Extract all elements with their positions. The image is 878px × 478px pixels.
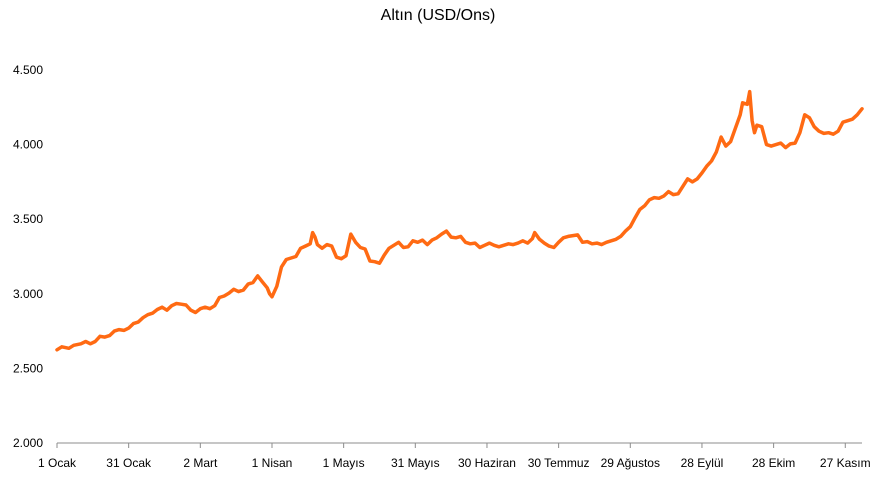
y-axis-labels: 2.000 2.500 3.000 3.500 4.000 4.500 <box>13 63 43 450</box>
x-tick-label: 1 Mayıs <box>323 456 365 470</box>
chart-title: Altın (USD/Ons) <box>381 7 496 24</box>
y-tick-label: 4.500 <box>13 63 43 77</box>
x-tick-label: 28 Eylül <box>681 456 724 470</box>
x-tick-label: 1 Nisan <box>252 456 293 470</box>
y-tick-label: 3.500 <box>13 212 43 226</box>
x-axis-labels: 1 Ocak 31 Ocak 2 Mart 1 Nisan 1 Mayıs 31 Mayı… <box>38 456 871 470</box>
x-tick-label: 2 Mart <box>183 456 218 470</box>
x-tick-label: 31 Ocak <box>106 456 152 470</box>
x-tick-label: 29 Ağustos <box>601 456 660 470</box>
y-tick-label: 2.500 <box>13 361 43 375</box>
y-tick-label: 3.000 <box>13 287 43 301</box>
x-tick-label: 30 Temmuz <box>528 456 590 470</box>
series-line <box>55 89 864 352</box>
x-tick-label: 27 Kasım <box>820 456 871 470</box>
y-tick-label: 2.000 <box>13 436 43 450</box>
x-tick-label: 30 Haziran <box>458 456 516 470</box>
x-tick-label: 1 Ocak <box>38 456 77 470</box>
x-tick-label: 28 Ekim <box>752 456 795 470</box>
y-tick-label: 4.000 <box>13 138 43 152</box>
x-tick-label: 31 Mayıs <box>391 456 440 470</box>
x-axis-ticks <box>56 443 846 448</box>
